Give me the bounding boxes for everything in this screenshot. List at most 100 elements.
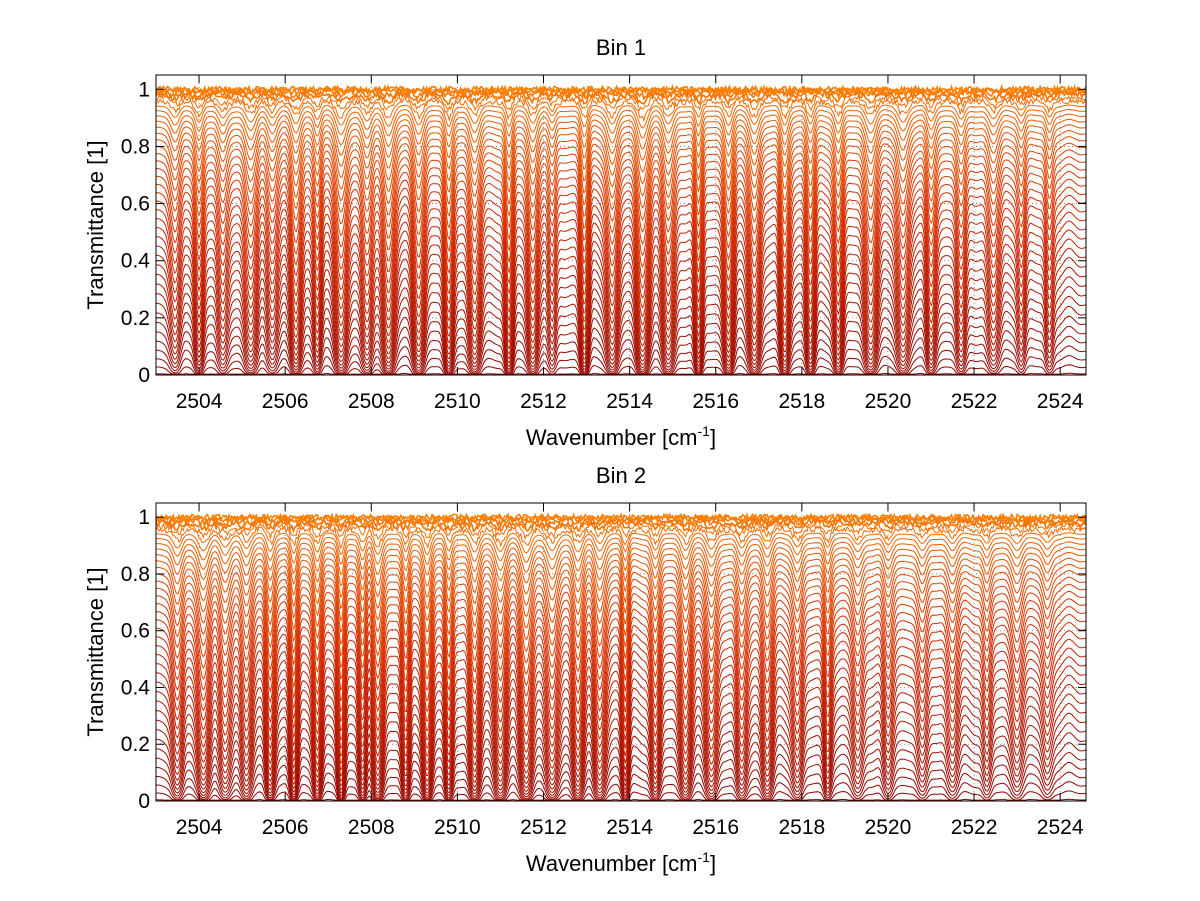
series-line: [156, 630, 1087, 723]
y-tick-label: 0.8: [121, 563, 150, 586]
series-line: [155, 563, 1087, 622]
series-line: [155, 702, 1087, 782]
series-line: [156, 751, 1087, 798]
series-line: [156, 118, 1087, 161]
series-line: [156, 576, 1087, 645]
x-tick-label: 2522: [951, 816, 998, 839]
series-line: [156, 798, 1087, 801]
y-tick-label: 1: [138, 78, 150, 101]
series-line: [155, 266, 1087, 353]
series-line: [156, 156, 1087, 233]
series-line: [156, 257, 1087, 347]
series-line: [155, 771, 1087, 801]
series-line: [155, 229, 1087, 326]
x-tick-label: 2520: [865, 390, 912, 413]
series-line: [155, 276, 1087, 358]
series-line: [156, 742, 1087, 797]
x-tick-label: 2510: [434, 816, 481, 839]
series-line: [156, 532, 1087, 556]
y-tick-label: 0.2: [121, 733, 150, 756]
x-tick-label: 2508: [348, 816, 395, 839]
series-line: [156, 149, 1087, 221]
x-tick-label: 2524: [1037, 816, 1084, 839]
series-line: [156, 546, 1087, 587]
series-line: [155, 194, 1087, 290]
x-axis-label: Wavenumber [cm-1]: [526, 849, 716, 876]
series-line: [156, 345, 1087, 375]
x-tick-label: 2506: [262, 816, 309, 839]
series-line: [155, 170, 1087, 257]
x-tick-label: 2522: [951, 390, 998, 413]
series-line: [156, 305, 1087, 369]
y-tick-label: 0.8: [121, 135, 150, 158]
series-line: [155, 511, 1087, 523]
series-line: [156, 551, 1087, 598]
x-tick-label: 2516: [692, 816, 739, 839]
series-line: [156, 130, 1087, 185]
x-tick-label: 2506: [262, 390, 309, 413]
series-line: [156, 163, 1087, 245]
y-axis-label: Transmittance [1]: [83, 567, 108, 736]
series-line: [156, 621, 1087, 713]
x-axis-label: Wavenumber [cm-1]: [526, 423, 716, 450]
series-line: [155, 335, 1087, 374]
series-line: [156, 557, 1087, 610]
series-group: [155, 511, 1087, 801]
series-line: [156, 693, 1087, 777]
y-tick-label: 0.4: [121, 676, 151, 699]
series-line: [156, 325, 1087, 373]
series-line: [156, 590, 1087, 669]
axes-box: [155, 502, 1087, 802]
y-tick-label: 1: [138, 506, 150, 529]
series-line: [156, 108, 1087, 139]
y-tick-label: 0: [138, 364, 150, 387]
series-line: [156, 656, 1087, 750]
series-group: [155, 83, 1087, 375]
y-tick-label: 0.2: [121, 307, 150, 330]
chart-panel-2: 2504 2506 2508 2510 2512 2514 2516 2518 2520 2522…: [83, 463, 1087, 876]
series-line: [155, 521, 1087, 541]
y-tick-label: 0.4: [121, 250, 151, 273]
x-tick-label: 2508: [348, 390, 395, 413]
series-line: [156, 315, 1087, 371]
y-tick-label: 0.6: [121, 193, 150, 216]
chart-panel-1: 2504 2506 2508 2510 2512 2514 2516 2518 2520 2522…: [83, 35, 1087, 450]
series-line: [156, 178, 1087, 268]
series-line: [156, 613, 1087, 702]
series-line: [155, 514, 1087, 529]
x-tick-label: 2518: [778, 390, 825, 413]
series-line: [156, 647, 1087, 741]
axes-box: [155, 74, 1087, 376]
series-line: [156, 247, 1087, 341]
x-tick-label: 2524: [1037, 390, 1084, 413]
series-line: [156, 136, 1087, 197]
series-line: [155, 83, 1087, 95]
x-tick-label: 2516: [692, 390, 739, 413]
x-tick-label: 2514: [606, 816, 653, 839]
series-line: [156, 761, 1087, 800]
y-tick-label: 0.6: [121, 620, 150, 643]
x-tick-label: 2514: [606, 390, 653, 413]
series-line: [156, 203, 1087, 300]
x-tick-label: 2518: [778, 816, 825, 839]
x-tick-label: 2504: [176, 816, 223, 839]
series-line: [156, 220, 1087, 318]
series-line: [156, 598, 1087, 680]
series-line: [156, 354, 1087, 375]
series-line: [156, 570, 1087, 634]
x-tick-label: 2512: [520, 390, 567, 413]
y-axis-label: Transmittance [1]: [83, 140, 108, 309]
series-line: [156, 536, 1087, 565]
chart-title: Bin 2: [596, 463, 646, 488]
series-line: [155, 142, 1087, 209]
series-line: [156, 541, 1086, 576]
series-line: [155, 97, 1087, 123]
series-line: [156, 665, 1087, 757]
series-line: [156, 605, 1087, 692]
y-tick-label: 0: [138, 790, 150, 813]
series-line: [156, 722, 1087, 791]
series-line: [155, 295, 1087, 366]
x-tick-label: 2512: [520, 816, 567, 839]
series-line: [155, 712, 1087, 787]
